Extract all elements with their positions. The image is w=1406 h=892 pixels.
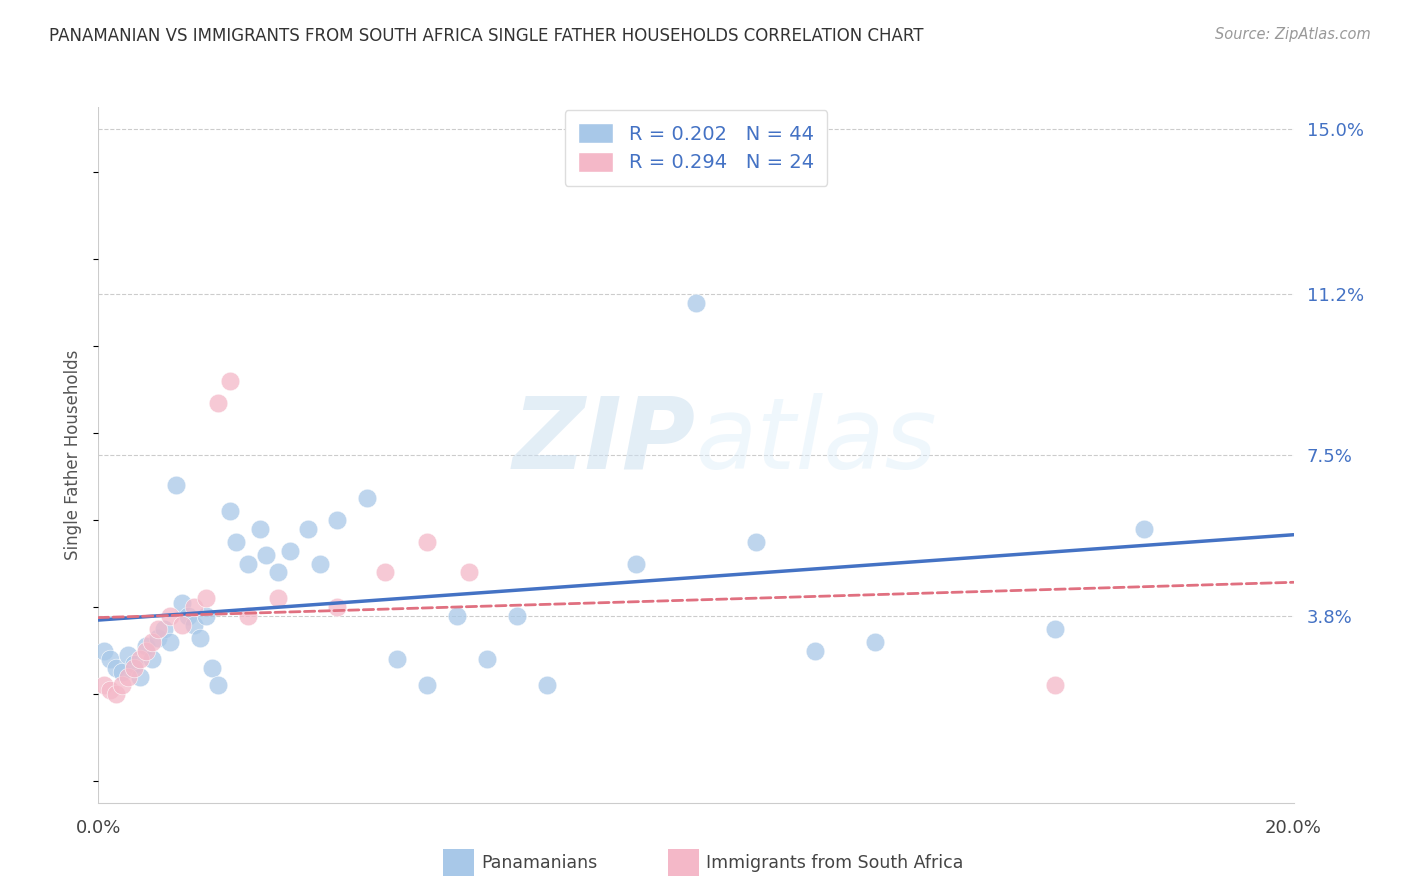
Point — [326, 513, 349, 527]
Point — [219, 504, 242, 518]
Point — [195, 591, 218, 606]
Point — [129, 652, 152, 666]
Y-axis label: Single Father Households: Single Father Households — [65, 350, 83, 560]
Text: Immigrants from South Africa: Immigrants from South Africa — [706, 854, 963, 871]
Point — [458, 566, 481, 580]
Point — [177, 608, 200, 623]
Point — [626, 557, 648, 571]
Point — [124, 661, 146, 675]
Point — [207, 396, 229, 410]
Point — [506, 608, 529, 623]
Point — [201, 661, 224, 675]
Point — [100, 682, 122, 697]
Point — [111, 665, 134, 680]
Point — [475, 652, 498, 666]
Point — [141, 635, 163, 649]
Point — [183, 600, 205, 615]
Point — [207, 678, 229, 692]
Point — [172, 617, 194, 632]
Text: atlas: atlas — [696, 392, 938, 490]
Point — [93, 678, 115, 692]
Point — [105, 687, 128, 701]
Point — [135, 639, 157, 653]
Point — [183, 617, 205, 632]
Text: PANAMANIAN VS IMMIGRANTS FROM SOUTH AFRICA SINGLE FATHER HOUSEHOLDS CORRELATION : PANAMANIAN VS IMMIGRANTS FROM SOUTH AFRI… — [49, 27, 924, 45]
Point — [129, 670, 152, 684]
Point — [1133, 522, 1156, 536]
Point — [111, 678, 134, 692]
Point — [117, 670, 139, 684]
Point — [685, 295, 707, 310]
Point — [249, 522, 271, 536]
Point — [1043, 622, 1066, 636]
Point — [236, 608, 259, 623]
Point — [308, 557, 330, 571]
Point — [219, 374, 242, 388]
Point — [536, 678, 558, 692]
Point — [195, 608, 218, 623]
Point — [254, 548, 277, 562]
Point — [172, 596, 194, 610]
Point — [124, 657, 146, 671]
Point — [159, 608, 181, 623]
Point — [1043, 678, 1066, 692]
Point — [153, 622, 176, 636]
Point — [374, 566, 396, 580]
Text: ZIP: ZIP — [513, 392, 696, 490]
Point — [356, 491, 378, 506]
Point — [297, 522, 319, 536]
Point — [100, 652, 122, 666]
Point — [326, 600, 349, 615]
Point — [188, 631, 211, 645]
Text: Source: ZipAtlas.com: Source: ZipAtlas.com — [1215, 27, 1371, 42]
Point — [148, 622, 170, 636]
Legend: R = 0.202   N = 44, R = 0.294   N = 24: R = 0.202 N = 44, R = 0.294 N = 24 — [565, 110, 827, 186]
Point — [278, 543, 301, 558]
Point — [165, 478, 187, 492]
Point — [225, 534, 247, 549]
Point — [865, 635, 887, 649]
Point — [135, 643, 157, 657]
Point — [745, 534, 768, 549]
Point — [236, 557, 259, 571]
Text: Panamanians: Panamanians — [481, 854, 598, 871]
Point — [267, 591, 290, 606]
Point — [416, 678, 439, 692]
Point — [804, 643, 827, 657]
Point — [117, 648, 139, 662]
Point — [159, 635, 181, 649]
Point — [267, 566, 290, 580]
Point — [416, 534, 439, 549]
Point — [385, 652, 409, 666]
Point — [446, 608, 468, 623]
Point — [93, 643, 115, 657]
Point — [141, 652, 163, 666]
Point — [105, 661, 128, 675]
Point — [148, 631, 170, 645]
